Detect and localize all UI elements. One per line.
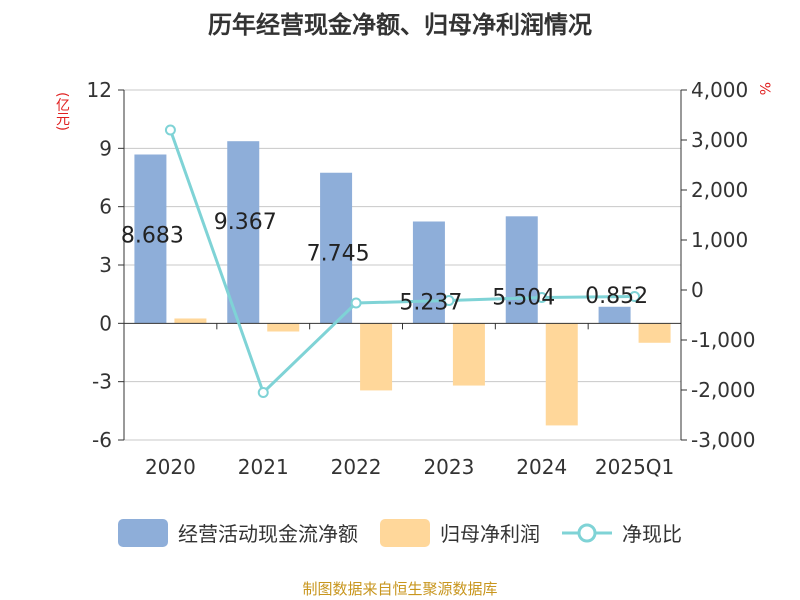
cashflow-bar (412, 221, 445, 324)
left-tick-label: 3 (99, 253, 112, 277)
ratio-point (350, 297, 362, 309)
source-note: 制图数据来自恒生聚源数据库 (302, 580, 498, 598)
net-profit-bar (267, 323, 300, 332)
net-profit-bar (452, 323, 485, 386)
legend-swatch-cashflow (118, 518, 168, 547)
net-profit-bar (174, 318, 207, 324)
left-tick-label: 12 (87, 78, 112, 102)
left-tick-label: -3 (92, 370, 112, 394)
right-tick-label: 1,000 (691, 228, 748, 252)
x-tick-label: 2024 (516, 455, 567, 479)
right-tick-label: 3,000 (691, 128, 748, 152)
left-tick-label: -6 (92, 428, 112, 452)
x-tick-label: 2022 (331, 455, 382, 479)
right-axis-unit: % (756, 82, 772, 96)
ratio-point (257, 387, 269, 398)
net-profit-bar (638, 323, 671, 343)
x-tick-label: 2021 (238, 455, 289, 479)
data-label: 8.683 (121, 223, 184, 248)
chart-title: 历年经营现金净额、归母净利润情况 (208, 11, 592, 39)
ratio-point (536, 292, 548, 303)
data-label: 5.237 (399, 291, 462, 316)
legend-item-cashflow[interactable]: 经营活动现金流净额 (118, 518, 358, 547)
legend-label-ratio: 净现比 (622, 522, 682, 546)
data-label: 0.852 (585, 284, 648, 309)
ratio-polyline (169, 129, 635, 396)
cashflow-bar (227, 141, 260, 324)
legend-label-net-profit: 归母净利润 (440, 522, 540, 546)
right-tick-label: 4,000 (691, 78, 748, 102)
cashflow-bar (505, 216, 538, 324)
ratio-point (443, 295, 455, 306)
legend-item-ratio[interactable]: 净现比 (562, 518, 682, 547)
legend-label-cashflow: 经营活动现金流净额 (178, 522, 358, 546)
net-profit-bar (360, 323, 393, 391)
right-tick-label: -2,000 (691, 378, 755, 402)
legend-swatch-net-profit (380, 518, 430, 547)
cashflow-bar (320, 172, 353, 324)
bars (134, 141, 671, 426)
x-tick-label: 2023 (423, 455, 474, 479)
right-tick-label: 0 (691, 278, 704, 302)
cashflow-bar (598, 306, 631, 324)
x-tick-label: 2020 (145, 455, 196, 479)
left-tick-label: 9 (99, 136, 112, 160)
axes: -6 -3 0 3 6 9 12 -3,000 -2,000 -1,000 0 1,000 2,000 3… (87, 78, 756, 479)
right-tick-label: -1,000 (691, 328, 755, 352)
legend-item-net-profit[interactable]: 归母净利润 (380, 518, 540, 547)
data-label: 9.367 (214, 210, 277, 235)
grid-lines (124, 89, 681, 441)
cashflow-bar (134, 154, 167, 324)
data-label: 5.504 (492, 285, 555, 310)
data-labels: 8.683 9.367 7.745 5.237 5.504 0.852 (121, 210, 648, 315)
right-tick-label: 2,000 (691, 178, 748, 202)
x-tick-label: 2025Q1 (595, 455, 674, 479)
left-axis-unit: (亿元) (54, 92, 70, 131)
ratio-point (164, 124, 176, 136)
left-tick-label: 6 (99, 195, 112, 219)
ratio-line (164, 124, 641, 398)
legend: 经营活动现金流净额 归母净利润 净现比 (0, 518, 800, 547)
ratio-point (629, 291, 641, 302)
net-profit-bar (545, 323, 578, 426)
right-tick-label: -3,000 (691, 428, 755, 452)
legend-swatch-ratio (562, 523, 612, 542)
left-tick-label: 0 (99, 311, 112, 335)
data-label: 7.745 (307, 242, 370, 267)
